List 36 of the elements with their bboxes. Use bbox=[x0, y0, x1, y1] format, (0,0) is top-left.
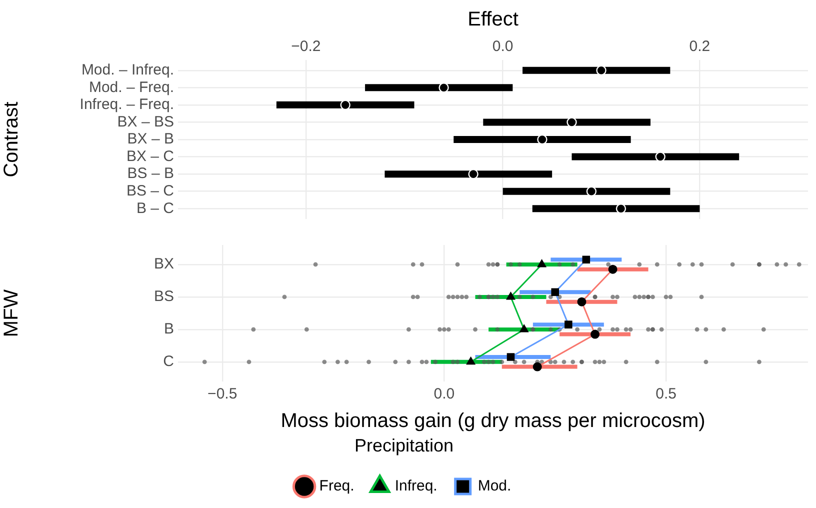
y-tick-label: BX – C bbox=[126, 148, 174, 165]
y-tick-label: B – C bbox=[136, 200, 174, 217]
x-axis-title: Moss biomass gain (g dry mass per microcosm) bbox=[280, 410, 706, 432]
point bbox=[468, 168, 478, 180]
point bbox=[596, 65, 606, 76]
legend-label: Freq. bbox=[319, 478, 354, 495]
legend-label: Mod. bbox=[478, 478, 512, 495]
y-tick-label: BS bbox=[154, 288, 174, 306]
point bbox=[655, 152, 666, 162]
point bbox=[537, 134, 548, 145]
x-tick-label: 0.5 bbox=[656, 386, 676, 403]
y-tick-label: BX – B bbox=[127, 130, 174, 148]
legend-label: Infreq. bbox=[394, 478, 438, 495]
y-tick-label: BX – BS bbox=[117, 113, 174, 130]
point bbox=[438, 82, 449, 93]
x-tick-label: −0.2 bbox=[291, 38, 321, 56]
point bbox=[340, 100, 350, 110]
point bbox=[586, 186, 597, 196]
point bbox=[616, 204, 626, 214]
legend-title: Precipitation bbox=[354, 435, 454, 456]
x-axis-title: Effect bbox=[468, 8, 519, 31]
x-tick-label: 0.0 bbox=[492, 38, 514, 56]
y-tick-label: Infreq. – Freq. bbox=[80, 96, 174, 114]
y-tick-label: Mod. – Infreq. bbox=[81, 62, 174, 79]
x-tick-label: −0.5 bbox=[208, 386, 238, 403]
y-tick-label: BX bbox=[154, 256, 174, 273]
x-tick-label: 0.0 bbox=[434, 386, 455, 403]
point bbox=[566, 117, 577, 128]
y-axis-title: Contrast bbox=[0, 101, 23, 178]
y-axis-title: MFW bbox=[0, 289, 23, 338]
y-tick-label: BS – B bbox=[127, 165, 174, 182]
y-tick-label: C bbox=[163, 353, 174, 370]
x-tick-label: 0.2 bbox=[689, 38, 710, 56]
y-tick-label: BS – C bbox=[126, 182, 174, 200]
y-tick-label: B bbox=[164, 320, 174, 338]
y-tick-label: Mod. – Freq. bbox=[88, 78, 174, 96]
